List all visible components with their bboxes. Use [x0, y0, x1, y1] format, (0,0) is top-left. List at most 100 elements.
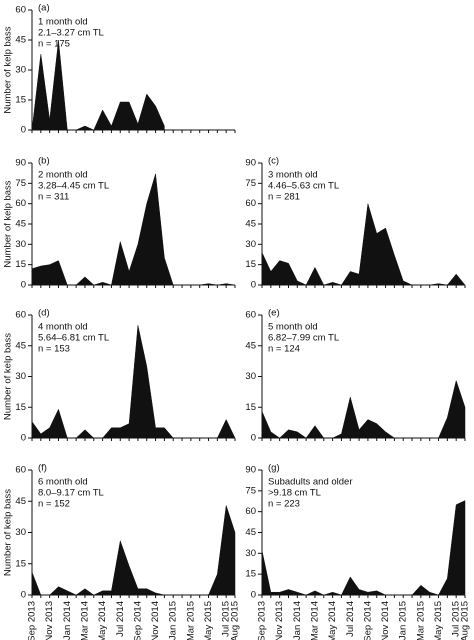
- area: [261, 203, 466, 286]
- annotation: 5.64–6.81 cm TL: [38, 333, 109, 344]
- annotation: n = 152: [38, 499, 70, 510]
- y-tick-label: 15: [15, 95, 26, 106]
- y-tick-label: 15: [245, 569, 256, 580]
- annotation: 6.82–7.99 cm TL: [268, 333, 339, 344]
- y-axis-label: Number of kelp bass: [3, 180, 14, 267]
- annotation: n = 124: [268, 344, 300, 355]
- panel-label: (a): [38, 3, 50, 14]
- x-tick-label: Jul 2015: [221, 601, 232, 637]
- panel-label: (b): [38, 156, 50, 167]
- annotation: n = 281: [268, 192, 300, 203]
- x-tick-label: Sep 2013: [27, 601, 38, 640]
- annotation: 3 month old: [268, 170, 318, 181]
- y-tick-label: 45: [245, 219, 256, 230]
- annotation: 2 month old: [38, 170, 88, 181]
- y-tick-label: 45: [15, 35, 26, 46]
- x-tick-label: May 2014: [97, 601, 108, 640]
- x-tick-label: Jul 2015: [451, 601, 462, 637]
- y-axis-label: Number of kelp bass: [3, 489, 14, 576]
- panel-label: (c): [268, 156, 279, 167]
- annotation: 4.46–5.63 cm TL: [268, 181, 339, 192]
- y-tick-label: 90: [245, 465, 256, 476]
- panel-label: (g): [268, 463, 280, 474]
- area: [31, 173, 236, 286]
- y-tick-label: 0: [251, 280, 256, 291]
- y-tick-label: 60: [245, 310, 256, 321]
- y-tick-label: 15: [245, 259, 256, 270]
- annotation: 4 month old: [38, 322, 88, 333]
- y-tick-label: 45: [15, 340, 26, 351]
- y-tick-label: 30: [15, 65, 26, 76]
- annotation: n = 311: [38, 192, 69, 203]
- x-tick-label: Jan 2015: [168, 601, 179, 640]
- x-tick-label: May 2014: [327, 601, 338, 640]
- y-tick-label: 15: [15, 558, 26, 569]
- x-tick-label: May 2015: [433, 601, 444, 640]
- x-tick-label: May 2015: [203, 601, 214, 640]
- x-tick-label: Mar 2015: [415, 601, 426, 640]
- y-tick-label: 75: [15, 178, 26, 189]
- y-tick-label: 0: [251, 590, 256, 601]
- y-tick-label: 30: [15, 371, 26, 382]
- x-tick-label: Sep 2014: [132, 601, 143, 640]
- x-tick-label: Jan 2014: [292, 601, 303, 640]
- x-tick-label: Aug 2015: [460, 601, 471, 640]
- annotation: Subadults and older: [268, 477, 353, 488]
- y-tick-label: 90: [15, 158, 26, 169]
- area: [31, 39, 165, 131]
- annotation: 1 month old: [38, 17, 88, 28]
- y-tick-label: 30: [245, 239, 256, 250]
- y-tick-label: 60: [245, 198, 256, 209]
- x-tick-label: Mar 2014: [309, 601, 320, 640]
- area: [261, 379, 466, 439]
- x-tick-label: Nov 2013: [44, 601, 55, 640]
- y-tick-label: 0: [21, 433, 26, 444]
- annotation: 5 month old: [268, 322, 318, 333]
- area: [261, 500, 466, 596]
- y-tick-label: 60: [15, 465, 26, 476]
- y-tick-label: 0: [251, 433, 256, 444]
- x-tick-label: Nov 2014: [150, 601, 161, 640]
- y-tick-label: 75: [245, 178, 256, 189]
- annotation: n = 153: [38, 344, 70, 355]
- y-tick-label: 60: [15, 310, 26, 321]
- y-tick-label: 0: [21, 280, 26, 291]
- x-tick-label: Nov 2014: [380, 601, 391, 640]
- area: [31, 505, 236, 596]
- annotation: n = 223: [268, 499, 300, 510]
- y-tick-label: 30: [15, 527, 26, 538]
- x-tick-label: Sep 2014: [362, 601, 373, 640]
- y-tick-label: 45: [245, 340, 256, 351]
- x-tick-label: Jan 2014: [62, 601, 73, 640]
- y-tick-label: 15: [15, 259, 26, 270]
- y-tick-label: 30: [15, 239, 26, 250]
- y-tick-label: 30: [245, 548, 256, 559]
- y-tick-label: 60: [15, 5, 26, 16]
- x-tick-label: Mar 2014: [79, 601, 90, 640]
- y-tick-label: 45: [245, 527, 256, 538]
- y-tick-label: 75: [245, 485, 256, 496]
- y-tick-label: 15: [15, 402, 26, 413]
- area: [31, 325, 236, 439]
- panel-label: (f): [38, 463, 47, 474]
- annotation: 2.1–3.27 cm TL: [38, 28, 104, 39]
- x-tick-label: Sep 2013: [257, 601, 268, 640]
- x-tick-label: Mar 2015: [185, 601, 196, 640]
- y-tick-label: 0: [21, 125, 26, 136]
- x-tick-label: Jan 2015: [398, 601, 409, 640]
- y-tick-label: 90: [245, 158, 256, 169]
- annotation: >9.18 cm TL: [268, 488, 321, 499]
- y-tick-label: 30: [245, 371, 256, 382]
- y-tick-label: 0: [21, 590, 26, 601]
- x-tick-label: Jul 2014: [345, 601, 356, 637]
- y-tick-label: 60: [15, 198, 26, 209]
- y-axis-label: Number of kelp bass: [3, 26, 14, 113]
- y-tick-label: 60: [245, 506, 256, 517]
- x-tick-label: Jul 2014: [115, 601, 126, 637]
- y-tick-label: 45: [15, 219, 26, 230]
- panel-label: (d): [38, 308, 50, 319]
- y-tick-label: 15: [245, 402, 256, 413]
- x-tick-label: Nov 2013: [274, 601, 285, 640]
- x-tick-label: Aug 2015: [230, 601, 241, 640]
